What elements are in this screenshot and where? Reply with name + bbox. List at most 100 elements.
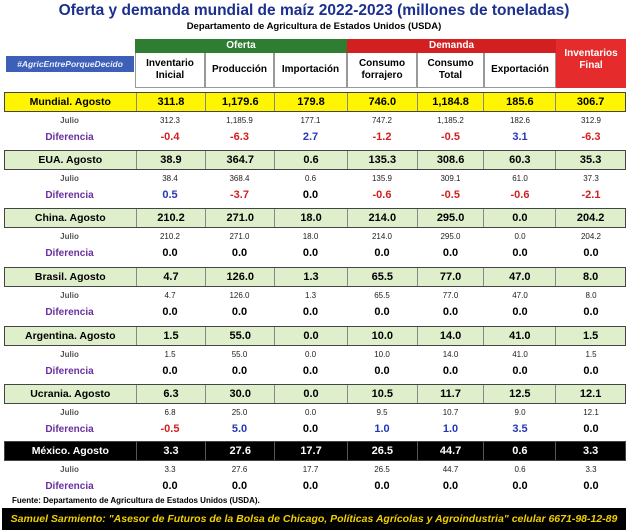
footer-banner: Samuel Sarmiento: "Asesor de Futuros de … <box>2 508 626 530</box>
table-cell: -1.2 <box>372 131 392 143</box>
table-cell: 0.0 <box>374 365 390 377</box>
table-cell: 0.0 <box>483 209 555 227</box>
row-label: Julio <box>60 116 79 125</box>
table-cell: 3.3 <box>555 442 625 460</box>
table-cell: 0.0 <box>162 365 178 377</box>
table-cell: 185.6 <box>483 93 555 111</box>
table-cell: 26.5 <box>374 465 390 474</box>
table-cell: 9.5 <box>376 408 388 417</box>
table-cell: 0.0 <box>374 306 390 318</box>
table-cell: 0.6 <box>304 174 317 183</box>
table-row-diferencia: Diferencia -0.5 5.0 0.0 1.0 1.0 3.5 0.0 <box>4 421 626 438</box>
table-cell: 38.4 <box>162 174 178 183</box>
table-cell: 47.0 <box>483 268 555 286</box>
table-cell: 204.2 <box>555 209 625 227</box>
country-block: Argentina. Agosto 1.5 55.0 0.0 10.0 14.0 41.0 1… <box>4 326 626 380</box>
table-cell: 0.0 <box>302 247 319 259</box>
table-row-julio: Julio 1.5 55.0 0.0 10.0 14.0 41.0 1.5 <box>4 346 626 363</box>
table-cell: 77.0 <box>442 291 459 300</box>
table-row-julio: Julio 312.3 1,185.9 177.1 747.2 1,185.2 182.6 3… <box>4 112 626 129</box>
column-header: Exportación <box>484 53 556 88</box>
table-row-agosto: Argentina. Agosto 1.5 55.0 0.0 10.0 14.0 41.0 1… <box>4 326 626 346</box>
group-header-inventarios-final: Inventarios Final <box>556 39 626 88</box>
table-cell: 77.0 <box>416 268 484 286</box>
table-cell: 308.6 <box>416 151 484 169</box>
table-cell: 0.6 <box>483 442 555 460</box>
table-row-agosto: EUA. Agosto 38.9 364.7 0.6 135.3 308.6 60.3 35.… <box>4 150 626 170</box>
table-cell: 295.0 <box>416 209 484 227</box>
table-cell: 1.0 <box>442 423 459 435</box>
table-cell: 214.0 <box>371 232 393 241</box>
table-cell: 295.0 <box>440 232 461 241</box>
table-cell: 4.7 <box>164 291 176 300</box>
table-cell: 0.0 <box>302 423 319 435</box>
table-cell: 1.5 <box>164 350 176 359</box>
table-cell: 17.7 <box>274 442 347 460</box>
row-label: Julio <box>60 174 79 183</box>
table-cell: 6.8 <box>164 408 176 417</box>
table-cell: 0.0 <box>231 480 248 492</box>
table-cell: 3.5 <box>512 423 528 435</box>
table-cell: -0.6 <box>372 189 392 201</box>
column-header: Consumo forrajero <box>347 53 417 88</box>
table-cell: 8.0 <box>555 268 625 286</box>
table-cell: 5.0 <box>231 423 248 435</box>
table-cell: -0.6 <box>510 189 530 201</box>
table-cell: 0.0 <box>274 385 347 403</box>
table-cell: 14.0 <box>442 350 459 359</box>
table-cell: 210.2 <box>159 232 181 241</box>
country-block: China. Agosto 210.2 271.0 18.0 214.0 295.0 0.0… <box>4 208 626 262</box>
table-cell: 3.3 <box>135 442 206 460</box>
table-cell: 8.0 <box>585 291 597 300</box>
table-row-julio: Julio 3.3 27.6 17.7 26.5 44.7 0.6 3.3 <box>4 461 626 478</box>
table-cell: 1,185.2 <box>437 116 464 125</box>
table-row-agosto: Mundial. Agosto 311.8 1,179.6 179.8 746.0 1,1… <box>4 92 626 112</box>
table-cell: 368.4 <box>229 174 250 183</box>
country-block: EUA. Agosto 38.9 364.7 0.6 135.3 308.6 60.3 35.… <box>4 150 626 204</box>
table-row-julio: Julio 210.2 271.0 18.0 214.0 295.0 0.0 204.2 <box>4 228 626 245</box>
table-cell: 9.0 <box>514 408 526 417</box>
column-header: Consumo Total <box>417 53 484 88</box>
table-cell: 11.7 <box>416 385 484 403</box>
row-label: México. Agosto <box>31 445 109 457</box>
table-cell: 38.9 <box>135 151 206 169</box>
table-cell: 44.7 <box>416 442 484 460</box>
table-cell: 0.0 <box>162 480 178 492</box>
table-row-julio: Julio 38.4 368.4 0.6 135.9 309.1 61.0 37.3 <box>4 170 626 187</box>
table-cell: -0.4 <box>160 131 180 143</box>
row-label: Mundial. Agosto <box>29 96 111 108</box>
row-label: Diferencia <box>45 424 94 435</box>
table-cell: 0.0 <box>374 480 390 492</box>
table-cell: 135.9 <box>371 174 393 183</box>
table-cell: 1.5 <box>135 327 206 345</box>
row-label: Brasil. Agosto <box>34 271 106 283</box>
table-cell: 1.5 <box>585 350 597 359</box>
table-row-diferencia: Diferencia 0.0 0.0 0.0 0.0 0.0 0.0 0.0 <box>4 478 626 495</box>
table-cell: 4.7 <box>135 268 206 286</box>
table-cell: 179.8 <box>274 93 347 111</box>
table-cell: 1.5 <box>555 327 625 345</box>
table-cell: 0.0 <box>442 247 459 259</box>
source-note: Fuente: Departamento de Agricultura de E… <box>12 496 260 505</box>
row-label: Ucrania. Agosto <box>30 388 111 400</box>
table-cell: 27.6 <box>205 442 274 460</box>
table-cell: 747.2 <box>371 116 393 125</box>
table-cell: 18.0 <box>302 232 319 241</box>
table-cell: 27.6 <box>231 465 248 474</box>
table-cell: 0.0 <box>302 480 319 492</box>
table-cell: 0.0 <box>302 306 319 318</box>
table-cell: -0.5 <box>441 189 460 201</box>
table-cell: 0.0 <box>442 365 459 377</box>
table-cell: 65.5 <box>374 291 390 300</box>
row-label: EUA. Agosto <box>38 154 103 166</box>
table-cell: 0.0 <box>512 247 528 259</box>
country-block: Mundial. Agosto 311.8 1,179.6 179.8 746.0 1,1… <box>4 92 626 146</box>
hashtag-banner: #AgricEntrePorqueDecido <box>6 56 134 72</box>
row-label: Julio <box>60 350 79 359</box>
group-header-demanda: Demanda <box>347 39 556 53</box>
table-cell: 61.0 <box>512 174 528 183</box>
table-cell: 10.0 <box>374 350 390 359</box>
table-cell: 0.0 <box>274 327 347 345</box>
row-label: Julio <box>60 408 79 417</box>
table-cell: 0.0 <box>442 480 459 492</box>
